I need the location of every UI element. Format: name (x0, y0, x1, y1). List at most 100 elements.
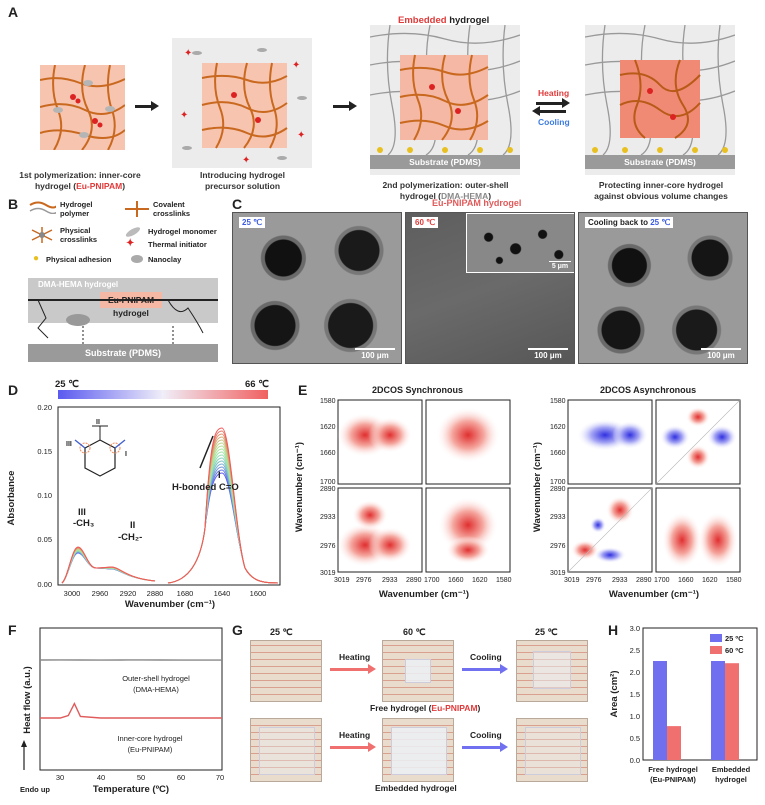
panel-e-2dcos: 1580 1620 1660 1700 2890 2933 2976 3019 … (294, 398, 742, 600)
sem-image-60c: 60 ℃ 5 μm 100 μm (405, 212, 575, 364)
g-temp-1: 25 ℃ (270, 627, 293, 637)
substrate-pdms-step3: Substrate (PDMS) (370, 155, 520, 169)
covalent-crosslinks-icon (125, 201, 149, 217)
svg-text:✦: ✦ (292, 60, 300, 71)
d-spectrum-line (167, 457, 279, 584)
g-temp-2: 60 ℃ (403, 627, 426, 637)
free-gel-recovered (533, 651, 571, 689)
svg-text:1600: 1600 (250, 589, 267, 598)
svg-text:0.05: 0.05 (37, 535, 52, 544)
svg-text:1680: 1680 (177, 589, 194, 598)
h-legend-swatch-60 (710, 646, 722, 654)
svg-text:2960: 2960 (92, 589, 109, 598)
h-bar-1-series-1 (653, 661, 667, 760)
d-spectrum-line (167, 433, 279, 584)
scale-bar-60c: 100 μm (528, 348, 568, 360)
svg-text:2933: 2933 (320, 514, 336, 521)
adhesion-chain-icon (28, 299, 218, 344)
g-temp-3: 25 ℃ (535, 627, 558, 637)
svg-text:30: 30 (56, 773, 64, 782)
svg-text:2890: 2890 (320, 486, 336, 493)
svg-text:2976: 2976 (586, 577, 602, 584)
svg-text:1660: 1660 (550, 450, 566, 457)
cooling-arrow-a (532, 106, 566, 116)
h-legend-60: 60 ºC (725, 646, 744, 655)
svg-text:1660: 1660 (448, 577, 464, 584)
svg-text:2976: 2976 (550, 543, 566, 550)
h-ytick: 0.5 (630, 734, 640, 743)
photo-embedded-60c (382, 718, 454, 782)
d-spectrum-line (167, 460, 279, 584)
d-xticks: 3000 2960 2920 2880 1680 1640 1600 (64, 589, 267, 598)
f-dsc-curve-2 (40, 702, 222, 719)
svg-text:1580: 1580 (320, 398, 336, 405)
h-ytick: 1.5 (630, 690, 640, 699)
physical-adhesion-icon: ● (33, 253, 40, 264)
embedded-gel-60c (391, 727, 447, 775)
g-embedded-label: Embedded hydrogel (375, 783, 457, 793)
arrow-step2-to-step3 (333, 101, 357, 111)
svg-text:✦: ✦ (242, 155, 250, 166)
panel-label-e: E (298, 382, 308, 398)
svg-text:0.00: 0.00 (37, 580, 52, 589)
panel-label-a: A (8, 4, 19, 20)
panel-b-schematic: DMA-HEMA hydrogel Eu-PNIPAM hydrogel Sub… (28, 278, 218, 366)
svg-text:2976: 2976 (320, 543, 336, 550)
substrate-pdms-step4: Substrate (PDMS) (585, 155, 735, 169)
e-xlabel-async: Wavenumber (cm⁻¹) (609, 589, 699, 600)
photo-embedded-25c (250, 718, 322, 782)
embedded-gel-25c (259, 727, 315, 775)
f-xlabel: Temperature (ºC) (93, 784, 169, 795)
h-ytick: 1.0 (630, 712, 640, 721)
f-endo-up: Endo up (20, 785, 50, 794)
g-heating-label-1: Heating (339, 652, 371, 662)
h-cat2-line2: hydrogel (715, 775, 747, 784)
step4-caption: Protecting inner-core hydrogel against o… (594, 180, 728, 201)
sem-image-25c: 25 ℃ 100 μm (232, 212, 402, 364)
svg-text:2880: 2880 (147, 589, 164, 598)
physical-crosslinks-icon (31, 227, 53, 243)
e-ylabel-async: Wavenumber (cm⁻¹) (532, 442, 543, 532)
sem-tag-60c: 60 ℃ (412, 217, 439, 228)
inner-core-network-icon (39, 64, 126, 151)
panel-d-chart: 25 ℃ 66 ℃ 0.20 0.15 0.10 0.05 0.00 Absor… (6, 379, 281, 610)
svg-text:50: 50 (137, 773, 145, 782)
molecule-structure-icon: II III I (66, 419, 127, 477)
svg-text:3019: 3019 (550, 570, 566, 577)
step2-illustration: ✦ ✦ ✦ ✦ ✦ (172, 38, 312, 168)
ann-ii: II (130, 520, 135, 531)
d-spectrum-line (61, 549, 156, 584)
svg-text:70: 70 (216, 773, 224, 782)
h-yticks: 0.0 0.5 1.0 1.5 2.0 2.5 3.0 (630, 624, 640, 765)
e-yticks: 1580 1620 1660 1700 2890 2933 2976 3019 … (320, 398, 566, 577)
inset-scale-bar: 5 μm (549, 260, 571, 270)
step1-caption: 1st polymerization: inner-core hydrogel … (19, 170, 141, 191)
f-xticks: 30 40 50 60 70 (56, 773, 224, 782)
h-bars (653, 661, 739, 760)
sem-inset-60c: 5 μm (466, 213, 574, 273)
h-cat1-line1: Free hydrogel (648, 765, 698, 774)
photo-free-25c (250, 640, 322, 702)
svg-text:1580: 1580 (726, 577, 742, 584)
photo-embedded-cooled (516, 718, 588, 782)
d-ylabel: Absorbance (6, 471, 17, 526)
ann-iii-text: -CH₃ (73, 518, 94, 529)
f-ylabel: Heat flow (a.u.) (22, 666, 33, 734)
svg-text:1660: 1660 (678, 577, 694, 584)
h-bar-1-series-2 (667, 726, 681, 760)
svg-text:2933: 2933 (612, 577, 628, 584)
panel-c-title: Eu-PNIPAM hydrogel (432, 198, 522, 208)
f-dsc-curves (39, 659, 222, 719)
nanoclay-icon (131, 255, 143, 263)
f-inner-label-2: (Eu-PNIPAM) (128, 745, 173, 754)
svg-text:2890: 2890 (636, 577, 652, 584)
photo-free-cooled (516, 640, 588, 702)
d-spectrum-line (167, 430, 279, 584)
panel-label-g: G (232, 622, 243, 638)
embedded-gel-cooled (525, 727, 581, 775)
panel-h-bar-chart: Area (cm²) 0.0 0.5 1.0 1.5 2.0 2.5 3.0 25 ºC 6… (609, 624, 758, 784)
sem-tag-25c: 25 ℃ (239, 217, 266, 228)
h-ytick: 0.0 (630, 756, 640, 765)
panel-label-c: C (232, 196, 243, 212)
step4-illustration: Substrate (PDMS) (584, 24, 736, 175)
